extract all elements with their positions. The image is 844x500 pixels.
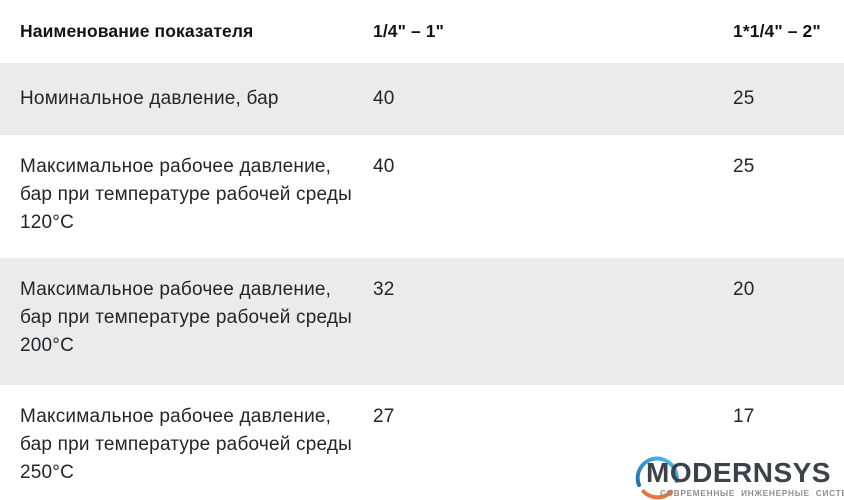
modernsys-logo-circle-icon [635,456,679,500]
header-size-column-1: 1/4" – 1" [373,21,445,41]
spec-name-text: Номинальное давление, бар [20,88,279,109]
spec-value-cell-col1: 40 [373,156,395,177]
spec-value-cell-col1: 40 [373,88,395,109]
spec-name-cell: Максимальное рабочее давление, бар при т… [0,385,373,500]
table-header-row: Наименование показателя 1/4" – 1" 1*1/4"… [0,0,844,63]
table-row: Максимальное рабочее давление, бар при т… [0,258,844,385]
modernsys-logo: MODERNSYS СОВРЕМЕННЫЕ ИНЖЕНЕРНЫЕ СИСТЕМЫ [632,452,844,500]
logo-tagline: СОВРЕМЕННЫЕ ИНЖЕНЕРНЫЕ СИСТЕМЫ [660,488,844,498]
logo-wordmark: MODERNSYS [646,457,831,488]
spec-name-text: Максимальное рабочее давление, бар при т… [20,156,352,233]
spec-value-cell-col1: 27 [373,406,395,427]
spec-value-cell-col2: 17 [733,406,755,427]
spec-name-text: Максимальное рабочее давление, бар при т… [20,406,352,483]
table-row: Максимальное рабочее давление, бар при т… [0,385,844,500]
header-size-column-2: 1*1/4" – 2" [733,21,821,41]
spec-value-cell-col2: 25 [733,156,755,177]
spec-value-cell-col1: 32 [373,279,395,300]
spec-name-cell: Номинальное давление, бар [0,63,373,135]
spec-value-cell-col2: 25 [733,88,755,109]
table-row: Номинальное давление, бар 40 25 [0,63,844,135]
header-name-column: Наименование показателя [0,0,373,63]
spec-name-cell: Максимальное рабочее давление, бар при т… [0,135,373,258]
spec-name-cell: Максимальное рабочее давление, бар при т… [0,258,373,385]
header-name-label: Наименование показателя [20,21,254,41]
spec-name-text: Максимальное рабочее давление, бар при т… [20,279,352,356]
table-row: Максимальное рабочее давление, бар при т… [0,135,844,258]
spec-value-cell-col2: 20 [733,279,755,300]
